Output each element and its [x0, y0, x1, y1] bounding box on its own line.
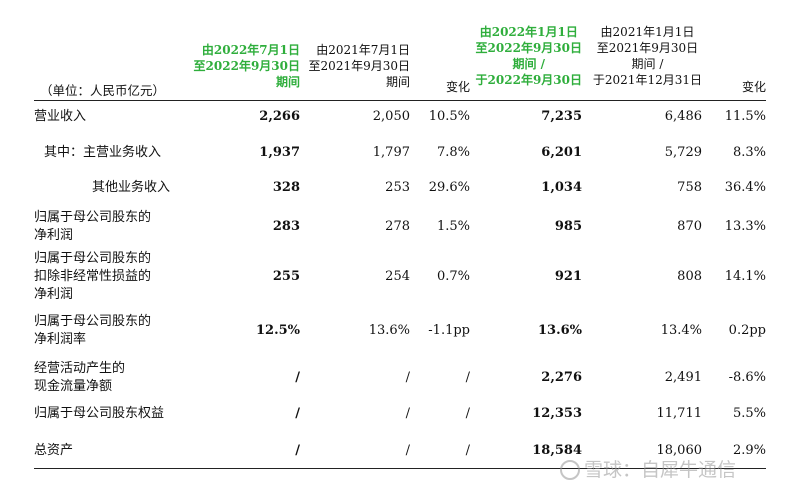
table-cell: 6,201	[541, 145, 582, 160]
snowball-logo-icon	[560, 460, 580, 480]
table-cell: 14.1%	[724, 269, 766, 284]
table-row: 其他业务收入 328 253 29.6% 1,034 758 36.4%	[0, 179, 800, 197]
table-cell: 13.6%	[537, 323, 582, 338]
row-label: 归属于母公司股东的 扣除非经常性损益的 净利润	[34, 251, 152, 302]
table-cell: 10.5%	[428, 109, 470, 124]
table-cell: 6,486	[664, 109, 702, 124]
row-label: 经营活动产生的 现金流量净额	[34, 361, 126, 394]
table-cell: 1,797	[372, 145, 410, 160]
table-cell: /	[405, 406, 410, 421]
footer-rule	[34, 468, 766, 469]
table-cell: 13.6%	[368, 323, 410, 338]
table-cell: 13.4%	[660, 323, 702, 338]
table-cell: 18,584	[532, 443, 582, 458]
table-cell: 7.8%	[436, 145, 470, 160]
header-rule	[34, 100, 766, 101]
table-row: 归属于母公司股东的 净利润率 12.5% 13.6% -1.1pp 13.6% 13.4% 0…	[0, 313, 800, 349]
table-cell: 254	[385, 269, 410, 284]
table-cell: 2.9%	[732, 443, 766, 458]
table-cell: 0.2pp	[728, 323, 766, 338]
table-cell: -8.6%	[728, 370, 766, 385]
row-label: 归属于母公司股东的 净利润率	[34, 314, 152, 347]
row-label: 总资产	[34, 443, 74, 458]
table-row: 归属于母公司股东权益 / / / 12,353 11,711 5.5%	[0, 405, 800, 423]
table-cell: 1.5%	[436, 219, 470, 234]
header-col-9m-2021: 由2021年1月1日 至2021年9月30日 期间 / 于2021年12月31日	[592, 25, 702, 87]
table-cell: 36.4%	[724, 180, 766, 195]
header-col-q3-2022: 由2022年7月1日 至2022年9月30日 期间	[193, 43, 300, 89]
table-row: 经营活动产生的 现金流量净额 / / / 2,276 2,491 -8.6%	[0, 360, 800, 396]
watermark: 雪球：自犀牛通信	[560, 455, 736, 482]
table-cell: 2,266	[259, 109, 300, 124]
table-cell: 12.5%	[255, 323, 300, 338]
table-cell: 0.7%	[436, 269, 470, 284]
table-cell: /	[295, 406, 300, 421]
table-cell: /	[405, 370, 410, 385]
table-cell: 283	[272, 219, 300, 234]
table-cell: /	[465, 443, 470, 458]
table-cell: 29.6%	[428, 180, 470, 195]
table-cell: 870	[677, 219, 702, 234]
table-cell: 1,034	[541, 180, 582, 195]
table-cell: 328	[272, 180, 300, 195]
unit-label: （单位：人民币亿元）	[40, 83, 166, 98]
table-row: 营业收入 2,266 2,050 10.5% 7,235 6,486 11.5%	[0, 108, 800, 126]
table-row: 总资产 / / / 18,584 18,060 2.9%	[0, 442, 800, 460]
table-cell: 2,050	[372, 109, 410, 124]
table-row: 归属于母公司股东的 净利润 283 278 1.5% 985 870 13.3%	[0, 209, 800, 245]
table-cell: /	[405, 443, 410, 458]
table-cell: /	[465, 406, 470, 421]
header-col-9m-2022: 由2022年1月1日 至2022年9月30日 期间 / 于2022年9月30日	[475, 25, 582, 87]
table-cell: 253	[385, 180, 410, 195]
table-cell: 278	[385, 219, 410, 234]
table-cell: 13.3%	[724, 219, 766, 234]
table-cell: 921	[554, 269, 582, 284]
table-cell: 7,235	[541, 109, 582, 124]
table-cell: /	[465, 370, 470, 385]
table-cell: 12,353	[532, 406, 582, 421]
table-row: 归属于母公司股东的 扣除非经常性损益的 净利润 255 254 0.7% 921 808 14.…	[0, 250, 800, 304]
header-col-q3-2021: 由2021年7月1日 至2021年9月30日 期间	[308, 43, 410, 89]
header-col-change-q3: 变化	[445, 80, 470, 94]
table-cell: 2,491	[664, 370, 702, 385]
table-cell: 5,729	[664, 145, 702, 160]
table-cell: /	[295, 443, 300, 458]
row-label: 归属于母公司股东的 净利润	[34, 210, 152, 243]
table-cell: 11.5%	[724, 109, 766, 124]
table-cell: 758	[677, 180, 702, 195]
table-cell: 11,711	[656, 406, 703, 421]
table-cell: 18,060	[656, 443, 703, 458]
table-row: 其中：主营业务收入 1,937 1,797 7.8% 6,201 5,729 8.3%	[0, 144, 800, 162]
table-cell: 255	[272, 269, 300, 284]
table-cell: /	[295, 370, 300, 385]
table-cell: -1.1pp	[428, 323, 470, 338]
row-label: 营业收入	[34, 109, 87, 124]
table-cell: 808	[677, 269, 702, 284]
table-cell: 1,937	[259, 145, 300, 160]
table-cell: 985	[554, 219, 582, 234]
table-cell: 5.5%	[732, 406, 766, 421]
row-label: 其他业务收入	[92, 180, 171, 195]
table-cell: 8.3%	[732, 145, 766, 160]
row-label: 其中：主营业务收入	[44, 145, 162, 160]
header-col-change-9m: 变化	[741, 80, 766, 94]
table-cell: 2,276	[541, 370, 582, 385]
row-label: 归属于母公司股东权益	[34, 406, 165, 421]
